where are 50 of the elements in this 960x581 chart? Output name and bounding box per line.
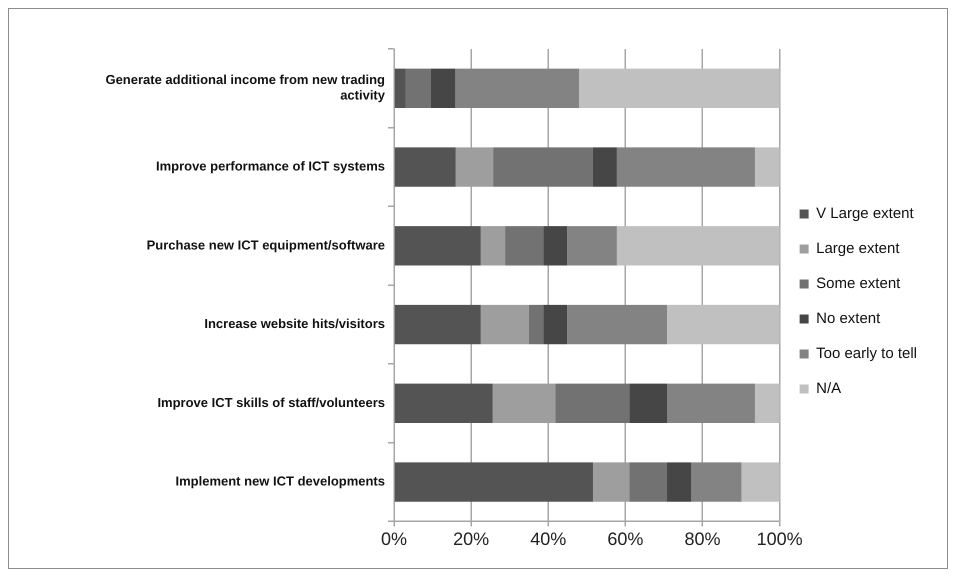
x-tick-label: 20%	[453, 529, 490, 550]
y-tick-label: Improve ICT skills of staff/volunteers	[157, 394, 385, 410]
x-tick-label: 60%	[607, 529, 644, 550]
legend-label: V Large extent	[816, 205, 915, 222]
bar	[528, 304, 544, 344]
bar	[543, 304, 568, 344]
legend-label: Some extent	[816, 275, 902, 292]
bar	[394, 68, 406, 108]
bar	[579, 68, 780, 108]
bar	[616, 226, 780, 266]
bar	[480, 304, 529, 344]
bar	[667, 304, 780, 344]
y-tick-label: Increase website hits/visitors	[204, 316, 385, 332]
legend-label: Large extent	[816, 240, 900, 258]
bar	[394, 384, 493, 423]
bar	[691, 462, 742, 502]
bar	[394, 462, 593, 502]
bar	[616, 147, 755, 187]
bar	[629, 462, 668, 502]
bar	[667, 384, 755, 423]
bar	[505, 226, 544, 266]
bar	[394, 304, 481, 344]
legend-label: N/A	[816, 380, 842, 398]
bar	[394, 147, 456, 187]
bar	[555, 384, 630, 423]
legend-label: Too early to tell	[816, 345, 918, 362]
bar	[480, 226, 506, 266]
bar	[543, 226, 568, 266]
bar	[754, 384, 780, 423]
y-tick-label: Generate additional income from new trading activity	[105, 72, 386, 103]
legend-label: No extent	[816, 310, 882, 328]
x-tick-label: 100%	[756, 529, 803, 550]
y-tick-label: Implement new ICT developments	[176, 474, 385, 489]
bar	[754, 147, 780, 187]
x-tick-label: 80%	[684, 529, 721, 550]
bar	[406, 68, 431, 108]
x-tick-label: 0%	[380, 529, 408, 550]
y-tick-label: Purchase new ICT equipment/software	[146, 237, 385, 252]
bar	[455, 68, 580, 108]
bar	[430, 68, 456, 108]
x-tick-label: 40%	[530, 529, 566, 550]
bar	[741, 462, 780, 502]
y-tick-label: Improve performance of ICT systems	[156, 158, 385, 174]
bar	[667, 462, 692, 502]
bar	[394, 226, 481, 266]
bar	[567, 226, 617, 266]
bar	[629, 384, 668, 423]
bar	[592, 147, 617, 187]
bar	[567, 304, 668, 344]
bar	[493, 147, 593, 187]
